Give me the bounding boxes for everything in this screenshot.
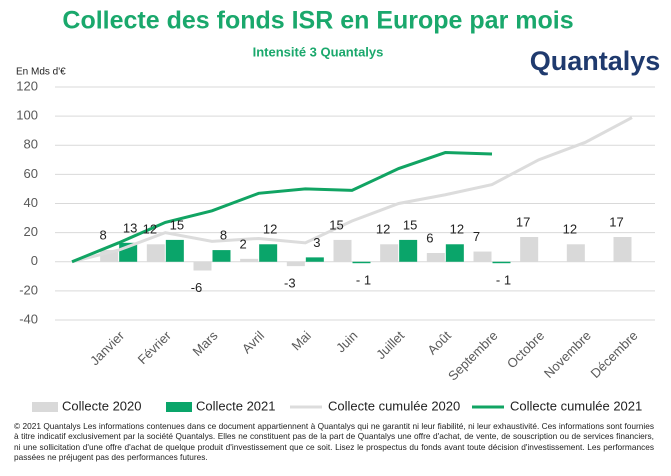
- bar: [492, 261, 511, 264]
- bar: [212, 250, 231, 262]
- data-label: 12: [563, 222, 577, 237]
- y-axis-label: En Mds d'€: [16, 67, 66, 78]
- data-label: 6: [426, 230, 433, 245]
- data-label: 2: [240, 236, 247, 251]
- y-tick-label: 0: [31, 253, 38, 268]
- footnote: © 2021 Quantalys Les informations conten…: [14, 421, 654, 462]
- logo: Quantalys: [530, 46, 661, 76]
- x-tick-label: Août: [424, 328, 454, 358]
- x-tick-label: Mai: [288, 328, 313, 353]
- bar: [333, 239, 352, 262]
- legend-swatch: [166, 402, 192, 412]
- bar: [473, 251, 492, 262]
- data-label: -6: [191, 280, 203, 295]
- bar: [399, 239, 418, 262]
- legend-label: Collecte cumulée 2021: [510, 398, 642, 413]
- data-label: 8: [220, 228, 227, 243]
- bar: [520, 236, 539, 262]
- y-tick-label: -40: [19, 311, 38, 326]
- y-tick-label: -20: [19, 282, 38, 297]
- x-tick-label: Septembre: [445, 328, 501, 384]
- data-label: 3: [313, 235, 320, 250]
- bar: [165, 239, 184, 262]
- x-tick-label: Juillet: [373, 328, 407, 362]
- y-tick-label: 80: [24, 137, 38, 152]
- x-tick-label: Décembre: [588, 328, 641, 381]
- bar: [566, 244, 585, 262]
- y-tick-label: 100: [16, 108, 38, 123]
- chart-subtitle: Intensité 3 Quantalys: [253, 44, 384, 59]
- chart-title: Collecte des fonds ISR en Europe par moi…: [62, 7, 573, 35]
- data-label: 12: [376, 222, 390, 237]
- x-tick-label: Mars: [190, 328, 221, 359]
- data-label: -3: [284, 276, 296, 291]
- y-tick-label: 40: [24, 195, 38, 210]
- bar: [193, 261, 212, 271]
- bar: [426, 253, 445, 262]
- data-label: 12: [263, 222, 277, 237]
- bar: [380, 244, 399, 262]
- data-label: 12: [143, 222, 157, 237]
- chart: Collecte des fonds ISR en Europe par moi…: [16, 7, 661, 414]
- data-label: 7: [473, 229, 480, 244]
- y-tick-label: 20: [24, 224, 38, 239]
- x-tick-label: Juin: [333, 328, 360, 355]
- line: [71, 116, 633, 264]
- data-label: 17: [516, 214, 530, 229]
- data-label: 15: [329, 217, 343, 232]
- bar: [259, 244, 278, 262]
- data-label: 8: [100, 228, 107, 243]
- data-label: 15: [170, 217, 184, 232]
- legend-label: Collecte cumulée 2020: [328, 398, 460, 413]
- legend-label: Collecte 2020: [62, 398, 142, 413]
- data-label: - 1: [496, 273, 511, 288]
- bar: [146, 244, 165, 262]
- data-label: - 1: [356, 273, 371, 288]
- x-tick-label: Janvier: [87, 327, 128, 368]
- bar: [286, 261, 305, 267]
- y-tick-label: 60: [24, 166, 38, 181]
- data-label: 15: [403, 217, 417, 232]
- data-label: 13: [123, 220, 137, 235]
- legend-label: Collecte 2021: [196, 398, 276, 413]
- legend-swatch: [32, 402, 58, 412]
- bar: [613, 236, 632, 262]
- x-tick-label: Février: [135, 327, 175, 367]
- x-tick-label: Novembre: [541, 328, 594, 381]
- x-tick-label: Octobre: [504, 328, 547, 371]
- bar: [305, 257, 324, 262]
- bar: [445, 244, 464, 262]
- bar: [352, 261, 371, 264]
- x-tick-label: Avril: [239, 328, 267, 356]
- bar: [100, 250, 119, 262]
- data-label: 17: [609, 214, 623, 229]
- data-label: 12: [450, 222, 464, 237]
- line: [71, 151, 493, 264]
- y-tick-label: 120: [16, 78, 38, 93]
- bar: [240, 258, 259, 262]
